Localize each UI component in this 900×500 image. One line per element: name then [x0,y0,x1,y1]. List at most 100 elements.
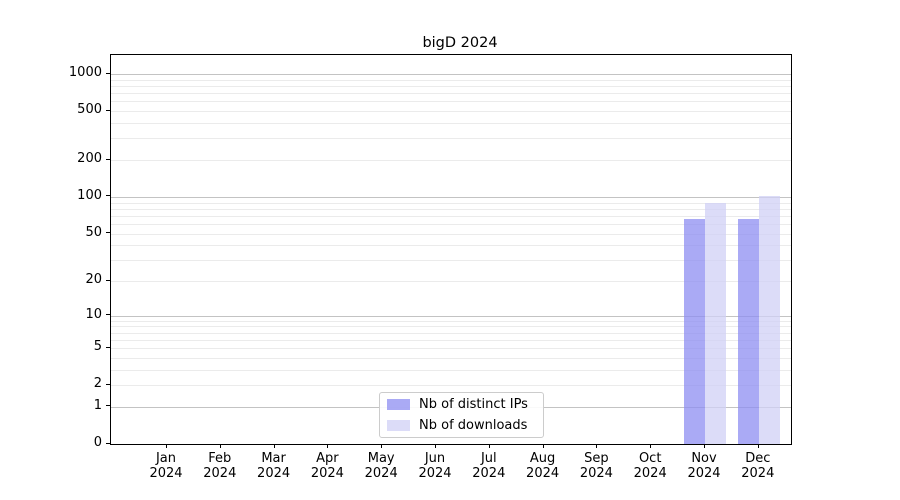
x-tick-mark [488,444,490,448]
x-tick-label: Mar 2024 [242,451,306,481]
major-gridline [111,74,791,75]
y-tick-mark [106,346,110,348]
major-gridline [111,196,791,198]
minor-gridline [111,357,791,359]
x-tick-label: Sep 2024 [564,451,628,481]
x-tick-label-line: 2024 [310,466,344,481]
legend-item-downloads: Nb of downloads [387,417,536,435]
x-tick-label-line: 2024 [364,466,398,481]
y-tick-label: 1 [93,397,102,413]
x-tick-label-line: 2024 [418,466,452,481]
x-tick-mark [542,444,544,448]
x-tick-label: Oct 2024 [618,451,682,481]
y-tick-mark [106,442,110,444]
minor-gridline [111,369,791,371]
y-tick-mark [106,314,110,316]
legend: Nb of distinct IPs Nb of downloads [379,392,544,438]
bar-distinct-ips [737,218,759,444]
x-tick-label: Nov 2024 [672,451,736,481]
y-tick-mark [106,279,110,281]
minor-gridline [111,86,791,87]
bar-downloads [758,195,780,444]
x-tick-label-line: Sep [584,451,609,466]
minor-gridline [111,93,791,95]
x-tick-label-line: Jan [155,451,177,466]
major-gridline [111,315,791,317]
y-tick-label: 500 [77,102,102,118]
x-tick-label-line: 2024 [687,466,721,481]
x-tick-label: Jun 2024 [403,451,467,481]
y-tick-label: 20 [85,272,102,287]
minor-gridline [111,111,791,113]
x-tick-label-line: 2024 [633,466,667,481]
legend-swatch-downloads [387,419,410,431]
y-tick-label: 100 [77,187,102,203]
x-tick-label-line: Mar [261,451,286,466]
minor-gridline [111,326,791,328]
minor-gridline [111,138,791,140]
y-tick-mark [106,232,110,233]
x-tick-label-line: Dec [745,451,771,466]
y-tick-mark [106,109,110,111]
minor-gridline [111,160,791,161]
chart-title: bigD 2024 [422,35,498,51]
minor-gridline [111,385,791,387]
y-tick-label: 10 [85,306,102,322]
x-tick-mark [381,444,383,448]
x-tick-label-line: Oct [638,451,662,466]
x-tick-label-line: Nov [691,451,717,466]
minor-gridline [111,339,791,341]
x-tick-mark [704,444,705,448]
minor-gridline [111,320,791,322]
x-tick-label-line: 2024 [741,466,775,481]
x-tick-label-line: Feb [208,451,232,466]
x-tick-label-line: Jun [424,451,446,466]
x-tick-label-line: 2024 [472,466,506,481]
legend-item-distinct-ips: Nb of distinct IPs [387,396,536,414]
minor-gridline [111,332,791,334]
minor-gridline [111,245,791,247]
y-tick-mark [106,158,110,160]
bar-distinct-ips [684,218,705,444]
y-tick-mark [106,72,110,74]
x-tick-label-line: 2024 [579,466,613,481]
y-tick-label: 50 [85,224,102,240]
y-tick-mark [106,195,110,197]
minor-gridline [111,233,791,235]
minor-gridline [111,281,791,282]
x-tick-label-line: 2024 [257,466,291,481]
x-tick-mark [327,444,329,448]
x-tick-label: Apr 2024 [295,451,359,481]
minor-gridline [111,79,791,81]
minor-gridline [111,348,791,350]
plot-area [110,54,792,445]
legend-swatch-distinct-ips [387,399,410,411]
x-tick-mark [273,444,275,448]
x-tick-label-line: Aug [529,451,556,466]
x-tick-mark [650,444,652,448]
minor-gridline [111,123,791,124]
y-tick-label: 5 [93,339,102,355]
x-tick-label-line: May [367,451,395,466]
x-tick-label: Jan 2024 [134,451,198,481]
x-tick-mark [596,444,598,448]
y-tick-label: 200 [77,151,102,166]
x-tick-mark [166,444,167,448]
y-tick-mark [106,383,110,385]
x-tick-label: May 2024 [349,451,413,481]
x-tick-label: Aug 2024 [511,451,575,481]
x-tick-label-line: 2024 [203,466,237,481]
x-tick-label: Feb 2024 [188,451,252,481]
x-tick-label-line: 2024 [526,466,560,481]
y-tick-mark [106,405,110,407]
legend-label-distinct-ips: Nb of distinct IPs [419,397,528,413]
bar-layer [111,55,791,444]
x-tick-label-line: Apr [316,451,339,466]
x-tick-label: Jul 2024 [457,451,521,481]
bar-downloads [705,202,726,444]
minor-gridline [111,215,791,217]
y-tick-label: 1000 [68,65,102,80]
x-tick-label-line: 2024 [149,466,183,481]
y-tick-label: 0 [93,435,102,450]
